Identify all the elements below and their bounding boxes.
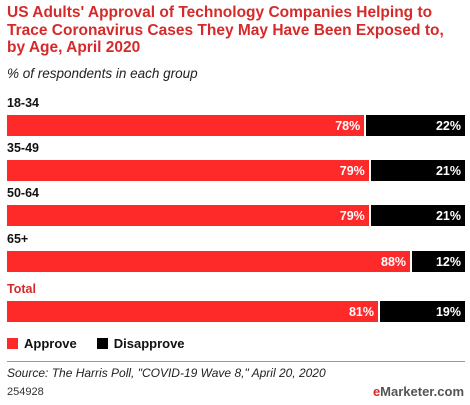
data-label-disapprove-65: 12%	[435, 254, 461, 269]
chart-subtitle: % of respondents in each group	[7, 66, 198, 81]
data-label-disapprove-50-64: 21%	[435, 208, 461, 223]
source-note: Source: The Harris Poll, "COVID-19 Wave …	[7, 366, 326, 380]
data-label-approve-total: 81%	[348, 304, 374, 319]
bar-approve-65: 88%	[7, 251, 411, 272]
bar-approve-total: 81%	[7, 301, 378, 322]
legend: Approve Disapprove	[7, 336, 205, 351]
bar-disapprove-total: 19%	[377, 301, 465, 322]
data-label-approve-35-49: 79%	[339, 163, 365, 178]
bar-row-total: 81% 19%	[7, 301, 465, 322]
legend-swatch-approve	[7, 338, 18, 349]
category-label-65: 65+	[7, 232, 29, 246]
bar-row-18-34: 78% 22%	[7, 115, 465, 136]
bar-disapprove-18-34: 22%	[364, 115, 465, 136]
data-label-approve-18-34: 78%	[335, 118, 361, 133]
bar-row-50-64: 79% 21%	[7, 205, 465, 226]
bar-approve-35-49: 79%	[7, 160, 369, 181]
category-label-total: Total	[7, 282, 36, 296]
source-divider	[7, 361, 465, 362]
legend-swatch-disapprove	[96, 338, 108, 349]
data-label-approve-50-64: 79%	[339, 208, 365, 223]
category-label-35-49: 35-49	[7, 141, 39, 155]
chart-id: 254928	[7, 386, 44, 398]
bar-row-65: 88% 12%	[7, 251, 465, 272]
legend-label-approve: Approve	[24, 336, 77, 351]
bar-disapprove-50-64: 21%	[368, 205, 465, 226]
brand-logo: eMarketer.com	[372, 384, 464, 399]
data-label-disapprove-18-34: 22%	[435, 118, 461, 133]
data-label-disapprove-35-49: 21%	[435, 163, 461, 178]
legend-label-disapprove: Disapprove	[113, 336, 185, 351]
data-label-approve-65: 88%	[381, 254, 407, 269]
bar-approve-50-64: 79%	[7, 205, 369, 226]
bar-disapprove-35-49: 21%	[368, 160, 465, 181]
bar-disapprove-65: 12%	[410, 251, 465, 272]
legend-item-disapprove: Disapprove	[96, 336, 185, 351]
category-label-18-34: 18-34	[7, 96, 39, 110]
category-label-50-64: 50-64	[7, 186, 39, 200]
legend-item-approve: Approve	[7, 336, 77, 351]
chart-title: US Adults' Approval of Technology Compan…	[7, 4, 444, 56]
bar-approve-18-34: 78%	[7, 115, 365, 136]
data-label-disapprove-total: 19%	[435, 304, 461, 319]
bar-row-35-49: 79% 21%	[7, 160, 465, 181]
